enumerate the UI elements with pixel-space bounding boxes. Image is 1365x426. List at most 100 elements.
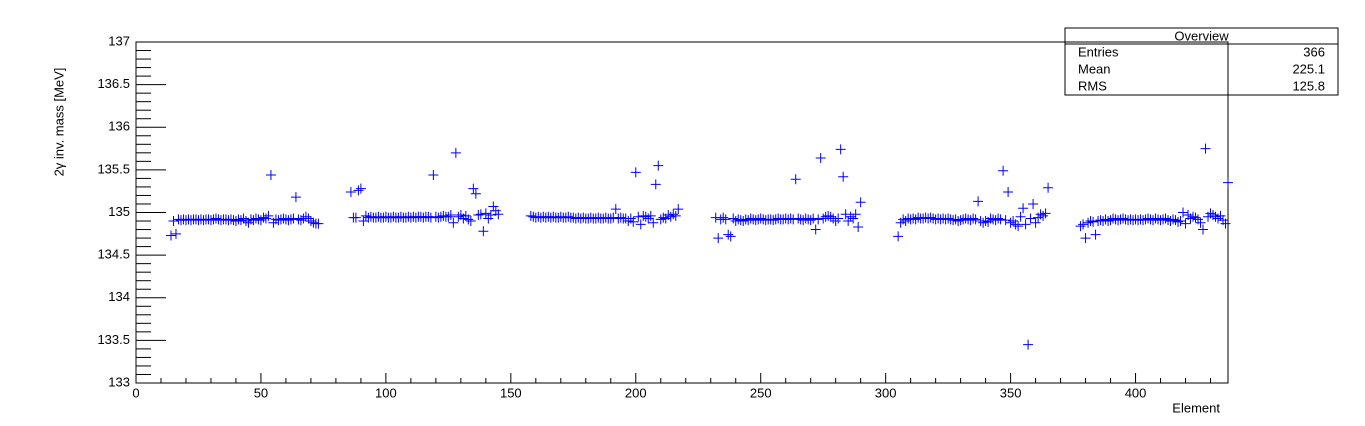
marker xyxy=(808,213,819,224)
marker xyxy=(238,213,249,224)
marker xyxy=(725,231,736,242)
marker xyxy=(855,197,866,208)
marker xyxy=(755,213,766,224)
marker xyxy=(955,215,966,226)
marker xyxy=(1173,216,1184,227)
marker xyxy=(488,201,499,212)
marker xyxy=(1198,224,1209,235)
marker xyxy=(838,171,849,182)
marker xyxy=(910,214,921,225)
marker xyxy=(953,216,964,227)
marker xyxy=(235,215,246,226)
marker xyxy=(630,167,641,178)
marker xyxy=(965,215,976,226)
x-tick-label: 400 xyxy=(1125,385,1147,400)
marker xyxy=(738,216,749,227)
stats-value: 366 xyxy=(1303,44,1325,59)
y-tick-label: 136 xyxy=(108,119,130,134)
marker xyxy=(943,213,954,224)
marker xyxy=(1083,217,1094,228)
marker xyxy=(848,213,859,224)
marker xyxy=(1103,216,1114,227)
marker xyxy=(350,212,361,223)
marker xyxy=(1178,207,1189,218)
marker xyxy=(470,188,481,199)
marker xyxy=(563,211,574,222)
marker xyxy=(468,183,479,194)
marker xyxy=(453,211,464,222)
marker xyxy=(290,192,301,203)
marker xyxy=(635,219,646,230)
marker xyxy=(210,213,221,224)
marker xyxy=(650,179,661,190)
marker xyxy=(723,229,734,240)
marker xyxy=(1108,213,1119,224)
marker xyxy=(853,221,864,232)
marker xyxy=(668,209,679,220)
marker xyxy=(665,211,676,222)
x-axis-label: Element xyxy=(1172,400,1220,415)
marker xyxy=(805,215,816,226)
marker xyxy=(980,216,991,227)
marker xyxy=(623,216,634,227)
marker xyxy=(1158,214,1169,225)
marker xyxy=(768,215,779,226)
marker xyxy=(833,213,844,224)
marker xyxy=(1200,143,1211,154)
marker xyxy=(728,213,739,224)
marker xyxy=(1010,219,1021,230)
marker xyxy=(840,209,851,220)
marker xyxy=(1028,198,1039,209)
marker xyxy=(825,211,836,222)
marker xyxy=(250,213,261,224)
y-tick-label: 133.5 xyxy=(97,332,130,347)
marker xyxy=(745,213,756,224)
marker xyxy=(810,224,821,235)
marker xyxy=(998,165,1009,176)
marker xyxy=(480,208,491,219)
marker xyxy=(990,215,1001,226)
marker xyxy=(643,213,654,224)
marker xyxy=(293,214,304,225)
marker xyxy=(655,214,666,225)
y-tick-label: 136.5 xyxy=(97,76,130,91)
marker xyxy=(1095,215,1106,226)
y-tick-label: 134 xyxy=(108,289,130,304)
marker xyxy=(803,214,814,225)
y-tick-label: 135.5 xyxy=(97,161,130,176)
marker xyxy=(1188,211,1199,222)
marker xyxy=(1013,221,1024,232)
marker xyxy=(165,230,176,241)
marker xyxy=(900,216,911,227)
marker xyxy=(973,196,984,207)
stats-label: Entries xyxy=(1078,44,1119,59)
marker xyxy=(263,210,274,221)
marker xyxy=(443,211,454,222)
marker xyxy=(278,213,289,224)
marker xyxy=(1025,213,1036,224)
marker xyxy=(968,213,979,224)
marker xyxy=(168,216,179,227)
marker xyxy=(993,213,1004,224)
plot-frame xyxy=(135,41,1229,384)
marker xyxy=(253,214,264,225)
marker xyxy=(1090,229,1101,240)
marker xyxy=(300,211,311,222)
marker xyxy=(970,214,981,225)
marker xyxy=(525,210,536,221)
marker xyxy=(843,216,854,227)
x-tick-label: 350 xyxy=(1000,385,1022,400)
x-tick-label: 250 xyxy=(750,385,772,400)
marker xyxy=(1168,214,1179,225)
marker xyxy=(925,212,936,223)
marker xyxy=(658,212,669,223)
x-tick-label: 50 xyxy=(254,385,268,400)
stats-box xyxy=(1064,27,1339,96)
marker xyxy=(475,209,486,220)
marker xyxy=(308,217,319,228)
marker xyxy=(648,217,659,228)
marker xyxy=(1150,213,1161,224)
marker xyxy=(1213,213,1223,224)
marker xyxy=(355,183,366,194)
